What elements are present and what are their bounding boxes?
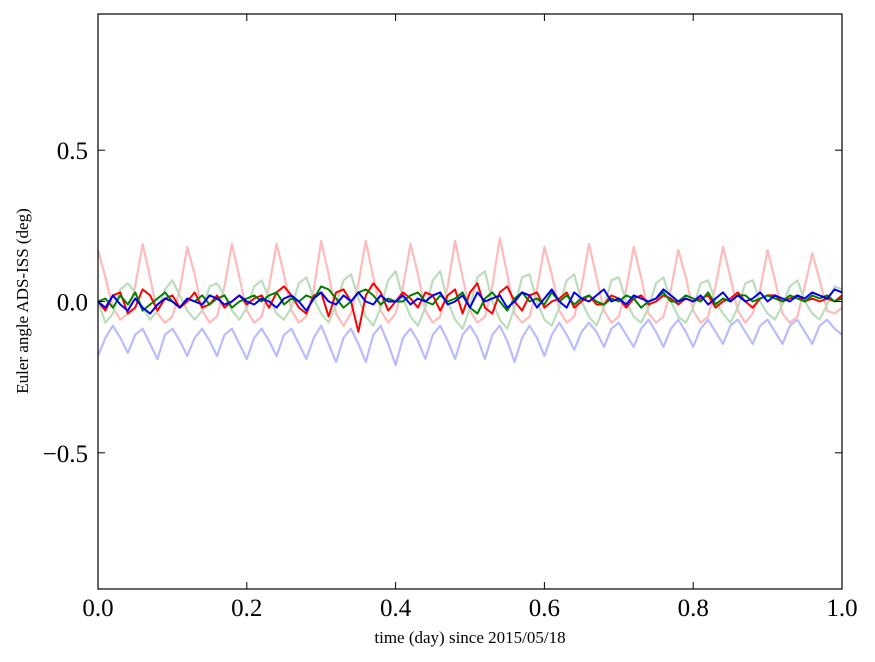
series-line-6 [97, 288, 843, 315]
ticks-layer: 0.0 0.2 0.4 0.6 0.8 1.0 0.5 0.0 −0.5 [43, 14, 858, 622]
x-tick-label: 0.2 [231, 595, 262, 622]
x-tick-label: 0.6 [529, 595, 560, 622]
series-line-3 [96, 318, 843, 367]
x-tick-label: 0.8 [678, 595, 709, 622]
x-tick-label: 0.0 [82, 595, 113, 622]
y-tick-label: 0.5 [57, 138, 88, 165]
plot-frame [97, 13, 843, 590]
y-tick-label: −0.5 [43, 441, 88, 468]
x-axis-label: time (day) since 2015/05/18 [374, 628, 565, 647]
y-axis-label: Euler angle ADS-ISS (deg) [13, 208, 32, 394]
x-tick-label: 1.0 [826, 595, 857, 622]
x-tick-label: 0.4 [380, 595, 412, 622]
y-tick-label: 0.0 [57, 290, 88, 317]
series-layer [96, 236, 843, 367]
